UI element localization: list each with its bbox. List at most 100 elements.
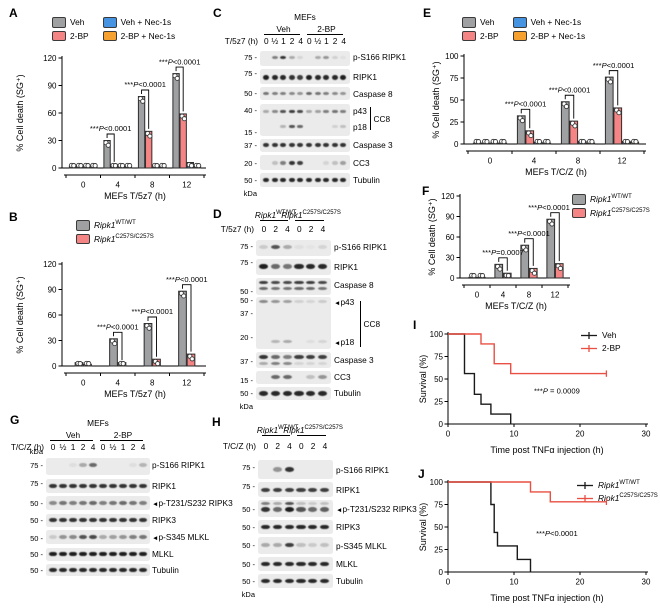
x-tick-label: 0 <box>488 157 493 166</box>
panel-d-label: D <box>213 207 222 221</box>
protein-band <box>271 177 278 183</box>
protein-band <box>79 518 87 522</box>
lane-label: 0 <box>263 36 269 46</box>
data-dot <box>519 118 525 124</box>
molecular-weight-marker: 75 - <box>244 52 257 62</box>
protein-band <box>109 568 117 572</box>
x-axis-title: Time post TNFα injection (h) <box>490 593 603 603</box>
protein-band <box>297 75 304 80</box>
lane-label: 2 <box>130 442 136 452</box>
protein-band <box>69 535 77 539</box>
protein-band <box>294 300 304 304</box>
legend-swatch-icon <box>76 233 90 244</box>
protein-band <box>318 300 328 304</box>
protein-band <box>259 361 269 365</box>
legend-item: Ripk1C257S/C257S <box>572 207 650 218</box>
protein-band <box>270 340 281 344</box>
molecular-weight-marker: 50 - <box>30 533 43 543</box>
significance-label: ***P<0.0001 <box>97 323 139 332</box>
band-label: p43 <box>353 105 367 116</box>
protein-band <box>89 483 97 488</box>
protein-band <box>49 535 57 539</box>
protein-band <box>259 245 269 249</box>
protein-band <box>318 286 328 290</box>
protein-band <box>308 501 318 505</box>
protein-band <box>59 518 67 522</box>
panel-e-legend: Veh Veh + Nec-1s 2-BP 2-BP + Nec-1s <box>462 17 585 41</box>
legend-item: Ripk1C257S/C257S <box>76 233 154 244</box>
protein-band <box>109 535 117 539</box>
legend-item: Veh <box>462 17 499 28</box>
protein-band <box>323 75 330 80</box>
protein-band <box>306 245 315 249</box>
protein-band <box>314 109 321 114</box>
protein-band <box>272 524 283 530</box>
blot-group-label: Ripk1C257S/C257S <box>281 210 341 220</box>
legend-item: Veh <box>580 330 621 340</box>
tspan: P <box>517 229 523 238</box>
tspan: <0.0001 <box>519 100 547 109</box>
blot-strip <box>260 138 350 152</box>
tspan: = 0.0009 <box>548 386 580 395</box>
panel-j: J Ripk1WT/WT Ripk1C257S/C257S 0 25 50 75 100 0… <box>408 458 660 609</box>
data-dot <box>545 139 551 145</box>
data-dot <box>572 123 578 129</box>
legend-label: Ripk1WT/WT <box>590 194 632 205</box>
data-dot <box>154 163 160 169</box>
protein-band <box>294 280 304 285</box>
protein-band <box>340 124 347 129</box>
legend-item: Veh + Nec-1s <box>102 17 176 28</box>
blot-title: MEFs <box>294 12 316 22</box>
legend-item: Ripk1WT/WT <box>576 480 658 490</box>
protein-band <box>318 355 328 360</box>
protein-band <box>284 467 294 472</box>
protein-band <box>263 75 270 80</box>
protein-band <box>69 518 77 522</box>
protein-band <box>306 391 316 396</box>
protein-band <box>297 124 304 129</box>
y-tick-label: 60 <box>446 233 455 242</box>
significance-bracket <box>520 108 531 129</box>
tspan: <0.0001 <box>563 85 591 94</box>
lane-label: 2 <box>275 441 280 451</box>
protein-band <box>320 507 330 512</box>
legend-swatch-icon <box>512 30 527 41</box>
molecular-weight-marker: 50 - <box>242 559 255 569</box>
protein-band <box>308 579 318 583</box>
band-label: RIPK1 <box>353 71 377 82</box>
protein-band <box>284 579 294 583</box>
protein-band <box>261 542 271 547</box>
molecular-weight-marker: 50 - <box>30 515 43 525</box>
protein-band <box>284 487 294 492</box>
y-tick-label: 120 <box>43 54 57 63</box>
legend-swatch-icon <box>462 17 476 28</box>
significance-label: ***P<0.0001 <box>593 61 635 70</box>
significance-bracket <box>106 133 115 162</box>
protein-band <box>259 300 269 304</box>
protein-band <box>294 245 304 249</box>
protein-band <box>263 177 270 183</box>
molecular-weight-marker: 50 - <box>244 89 257 99</box>
tspan: *** <box>534 386 543 395</box>
blot-group-underline <box>50 440 93 442</box>
molecular-weight-marker: 50 - <box>240 286 253 296</box>
protein-band <box>323 143 330 148</box>
molecular-weight-marker: 75 - <box>244 68 257 78</box>
legend-line-swatch <box>581 331 597 339</box>
protein-band <box>340 177 347 183</box>
protein-band <box>109 551 117 557</box>
legend-label: Veh + Nec-1s <box>530 17 582 28</box>
data-dot <box>181 293 187 299</box>
y-tick-label: 0 <box>439 420 444 429</box>
lane-label: 0 <box>100 442 106 452</box>
legend-swatch-icon <box>572 194 586 205</box>
protein-band <box>280 143 287 148</box>
blot-title: MEFs <box>87 418 109 428</box>
x-tick-label: 0 <box>446 578 451 587</box>
blot-strip <box>256 297 331 350</box>
data-dot <box>475 139 482 145</box>
tspan: <0.0001 <box>173 57 201 66</box>
protein-band <box>306 264 316 270</box>
tspan: *** <box>124 80 133 89</box>
tspan: *** <box>536 529 545 538</box>
